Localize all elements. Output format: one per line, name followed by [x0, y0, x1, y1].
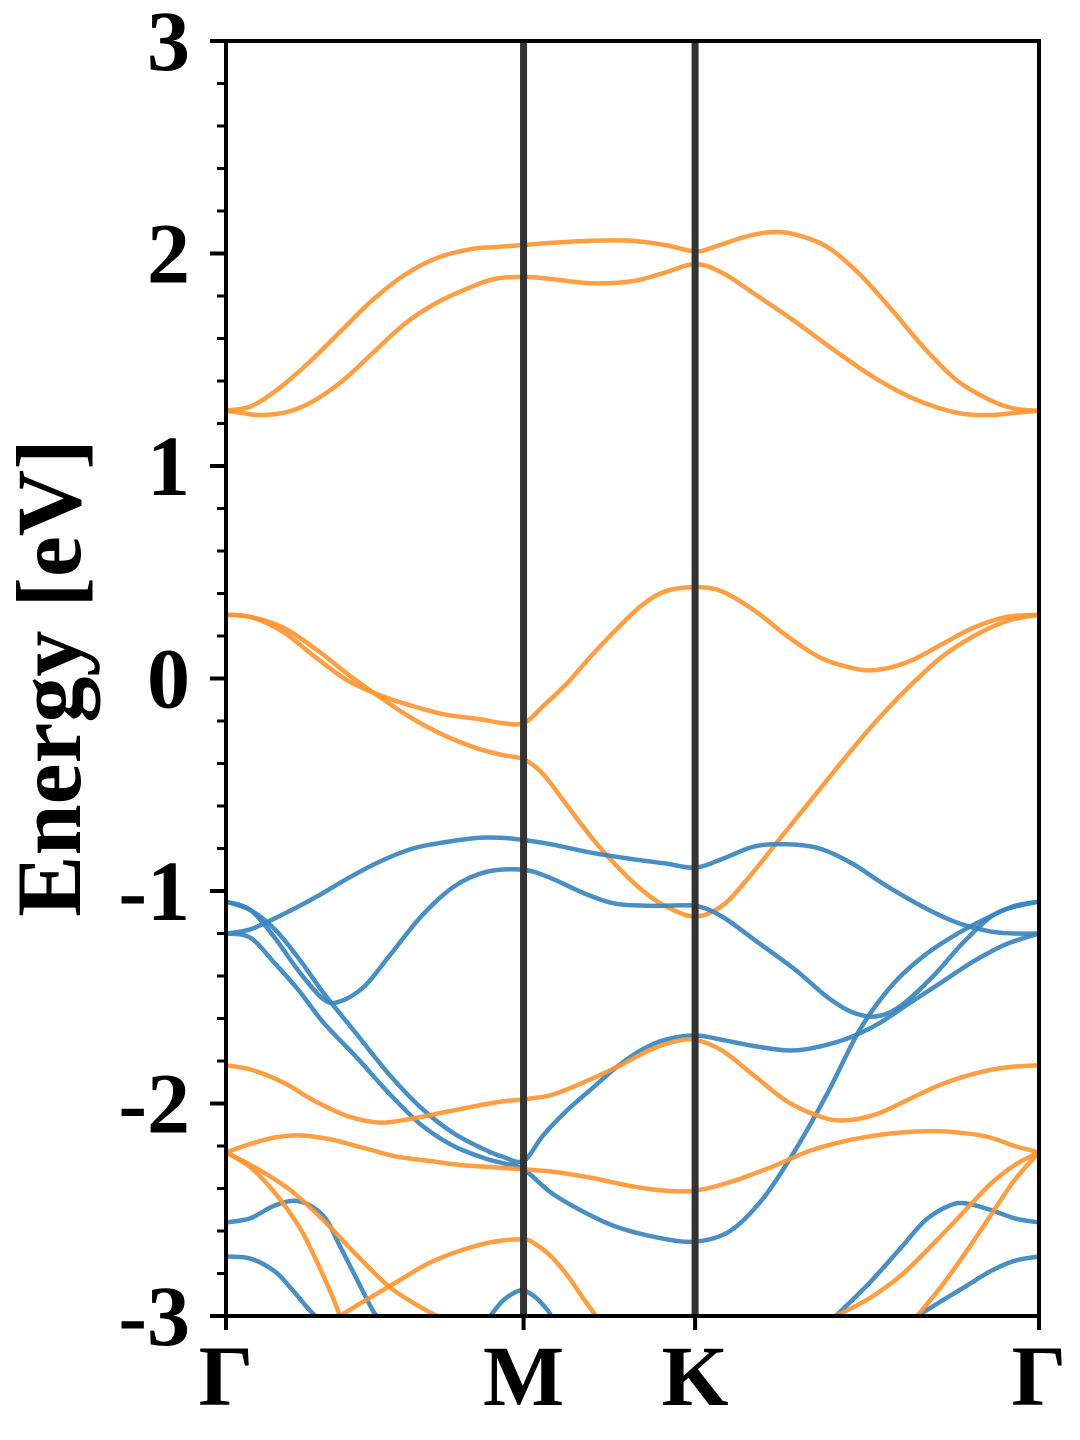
- band-line-blue-18: [914, 1254, 1039, 1316]
- band-line-blue-8: [226, 899, 1039, 1165]
- kpoint-label-3: K: [662, 1328, 729, 1424]
- band-line-orange-13: [226, 1150, 343, 1316]
- band-line-orange-9: [226, 1036, 1039, 1125]
- kpoint-separator-lines: [520, 41, 699, 1316]
- band-line-orange-15: [337, 1237, 599, 1316]
- band-line-blue-7: [226, 899, 1039, 1245]
- y-tick-label: -2: [118, 1056, 190, 1152]
- band-line-blue-12: [226, 1254, 318, 1316]
- y-axis-title: Energy [eV]: [0, 439, 100, 917]
- y-axis-ticks: [210, 39, 1041, 1330]
- bands-layer: [226, 229, 1039, 1316]
- y-tick-label: 3: [147, 0, 190, 89]
- y-tick-label: 2: [147, 206, 190, 302]
- band-line-blue-11: [226, 1198, 380, 1316]
- y-tick-label: 0: [147, 631, 190, 727]
- band-line-orange-14: [226, 1150, 440, 1316]
- y-tick-label: -1: [118, 843, 190, 939]
- kpoint-label-1: Γ: [199, 1328, 254, 1424]
- kpoint-label-2: M: [483, 1328, 564, 1424]
- band-line-blue-6: [226, 866, 1039, 1019]
- band-line-orange-1: [226, 261, 1039, 418]
- band-line-orange-2: [226, 229, 1039, 414]
- band-line-blue-5: [226, 835, 1039, 936]
- band-line-blue-17: [833, 1200, 1039, 1316]
- kpoint-label-4: Γ: [1012, 1328, 1067, 1424]
- y-tick-label: -3: [118, 1268, 190, 1364]
- band-line-orange-20: [914, 1150, 1039, 1316]
- axis-labels: -3 -2 -1 0 1 2 3 Γ M K Γ: [118, 0, 1066, 1424]
- band-line-orange-4: [226, 584, 1039, 727]
- y-tick-label: 1: [147, 418, 190, 514]
- band-line-orange-10: [226, 1128, 1039, 1194]
- band-line-orange-19: [833, 1150, 1039, 1316]
